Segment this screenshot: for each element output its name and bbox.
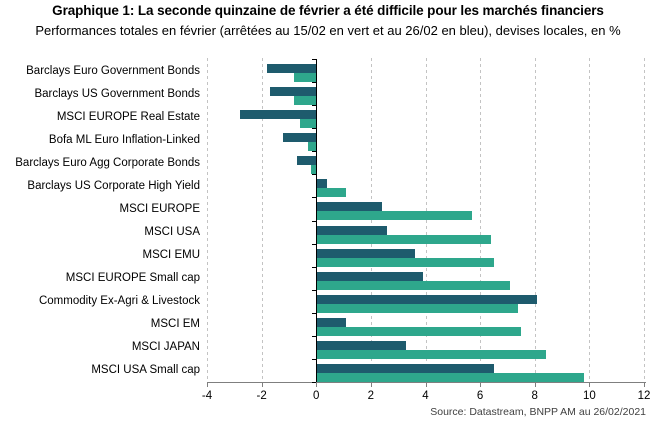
x-axis-tick xyxy=(480,382,482,387)
x-tick-label: 10 xyxy=(582,390,596,402)
bar-15-02 xyxy=(299,119,317,129)
category-label: MSCI USA Small cap xyxy=(91,364,200,377)
x-tick-label: 2 xyxy=(367,390,375,402)
x-tick-label: 8 xyxy=(531,390,538,402)
category-boundary-tick xyxy=(312,266,317,268)
source-note: Source: Datastream, BNPP AM au 26/02/202… xyxy=(430,406,646,418)
x-axis-tick xyxy=(425,382,427,387)
category-label: MSCI USA xyxy=(144,226,200,239)
bar-26-02 xyxy=(267,64,317,73)
gridline xyxy=(589,58,591,382)
bar-26-02 xyxy=(317,202,382,212)
category-boundary-tick xyxy=(312,382,317,383)
category-label: MSCI EMU xyxy=(142,249,201,262)
x-axis-tick xyxy=(370,382,372,387)
bar-15-02 xyxy=(317,211,472,221)
bar-26-02 xyxy=(317,363,494,373)
bar-15-02 xyxy=(317,257,494,267)
category-boundary-tick xyxy=(312,312,317,314)
bar-26-02 xyxy=(297,156,317,166)
bar-15-02 xyxy=(294,73,317,82)
bar-26-02 xyxy=(317,340,407,350)
zero-baseline xyxy=(316,59,318,382)
category-boundary-tick xyxy=(312,82,317,84)
category-label: Barclays US Corporate High Yield xyxy=(27,179,200,192)
category-boundary-tick xyxy=(312,358,317,360)
category-label: Commodity Ex-Agri & Livestock xyxy=(38,295,200,308)
category-boundary-tick xyxy=(312,174,317,176)
gridline xyxy=(534,58,536,382)
category-boundary-tick xyxy=(312,220,317,222)
bar-15-02 xyxy=(317,188,347,198)
category-boundary-tick xyxy=(312,128,317,130)
x-tick-label: 4 xyxy=(422,390,429,402)
bar-15-02 xyxy=(308,142,317,152)
x-axis-tick xyxy=(261,382,263,387)
category-boundary-tick xyxy=(312,59,317,60)
bar-15-02 xyxy=(310,165,317,175)
category-label: Barclays US Government Bonds xyxy=(34,87,200,100)
category-label: MSCI EUROPE xyxy=(119,202,200,215)
x-tick-label: -2 xyxy=(256,390,267,402)
category-label: MSCI JAPAN xyxy=(131,341,200,354)
x-tick-label: 12 xyxy=(637,390,651,402)
category-label: Bofa ML Euro Inflation-Linked xyxy=(48,133,200,146)
x-axis-tick xyxy=(316,382,318,387)
x-axis-tick xyxy=(534,382,536,387)
bar-26-02 xyxy=(283,133,317,143)
bar-26-02 xyxy=(239,110,317,120)
bar-15-02 xyxy=(317,326,522,336)
x-axis-tick xyxy=(589,382,591,387)
x-tick-label: 6 xyxy=(476,390,484,402)
bar-15-02 xyxy=(317,280,511,290)
bar-26-02 xyxy=(317,225,388,235)
category-boundary-tick xyxy=(312,105,317,107)
bar-15-02 xyxy=(294,96,317,106)
bar-26-02 xyxy=(317,248,415,258)
x-tick-label: -4 xyxy=(201,390,213,402)
category-label: MSCI EUROPE Real Estate xyxy=(56,110,200,123)
category-boundary-tick xyxy=(312,197,317,199)
x-tick-label: 0 xyxy=(313,390,320,402)
figure-subtitle: Performances totales en février (arrêtée… xyxy=(35,23,621,38)
bar-26-02 xyxy=(269,87,317,97)
x-axis-tick xyxy=(207,382,208,387)
bar-26-02 xyxy=(317,294,538,304)
category-label: MSCI EM xyxy=(150,318,200,331)
bar-26-02 xyxy=(317,271,423,281)
bar-15-02 xyxy=(317,372,584,382)
x-axis-tick xyxy=(644,382,645,387)
category-label: Barclays Euro Agg Corporate Bonds xyxy=(15,156,200,169)
category-boundary-tick xyxy=(312,151,317,153)
figure-title: Graphique 1: La seconde quinzaine de fév… xyxy=(52,3,604,18)
bar-15-02 xyxy=(317,349,546,359)
gridline xyxy=(480,58,482,382)
bar-26-02 xyxy=(317,317,347,327)
category-label: MSCI EUROPE Small cap xyxy=(65,272,200,285)
category-boundary-tick xyxy=(312,289,317,291)
bar-15-02 xyxy=(317,303,519,313)
category-boundary-tick xyxy=(312,243,317,245)
category-boundary-tick xyxy=(312,335,317,337)
bar-26-02 xyxy=(317,179,328,189)
x-axis xyxy=(207,382,646,383)
category-label: Barclays Euro Government Bonds xyxy=(26,64,200,77)
gridline xyxy=(207,58,208,382)
gridline xyxy=(644,58,645,382)
bar-15-02 xyxy=(317,234,492,244)
gridline xyxy=(261,58,263,382)
